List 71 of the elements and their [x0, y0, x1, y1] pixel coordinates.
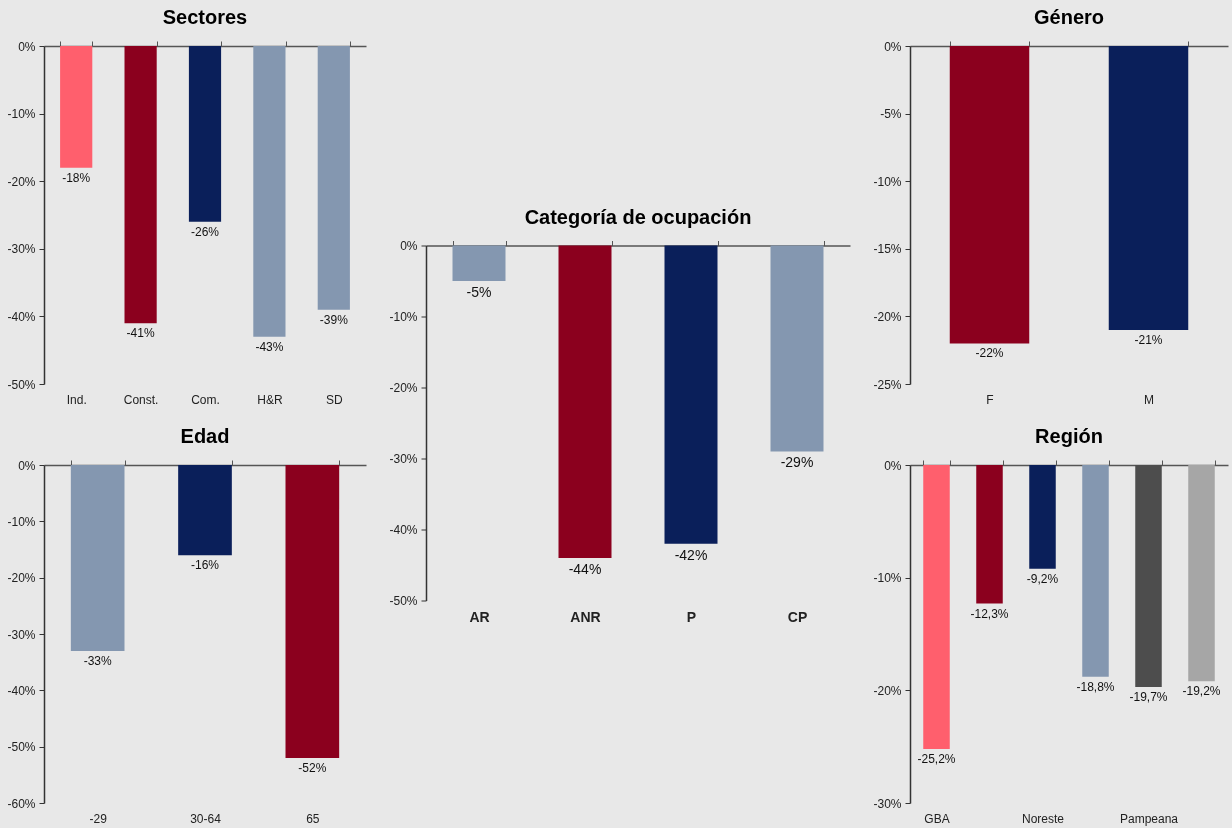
- chart-title: Categoría de ocupación: [524, 205, 752, 228]
- data-label: -43%: [255, 339, 284, 354]
- data-label: -21%: [1134, 332, 1163, 347]
- y-tick-label: -30%: [7, 627, 36, 642]
- y-tick-label: -20%: [7, 571, 36, 586]
- x-tick-label: Const.: [123, 392, 159, 407]
- y-tick-label: -30%: [7, 242, 36, 257]
- data-label: -12,3%: [970, 606, 1009, 621]
- y-tick-label: 0%: [18, 39, 36, 54]
- data-label: -19,7%: [1129, 689, 1168, 704]
- data-label: -41%: [126, 326, 155, 341]
- x-tick-label: -29: [89, 811, 108, 826]
- x-tick-label: F: [986, 392, 994, 407]
- data-label: -19,2%: [1182, 684, 1221, 699]
- y-tick-label: -50%: [7, 740, 36, 755]
- data-label: -5%: [466, 284, 492, 300]
- y-tick-label: -20%: [7, 174, 36, 189]
- y-tick-label: -40%: [7, 683, 36, 698]
- y-tick-label: 0%: [884, 458, 902, 473]
- y-tick-label: -10%: [7, 514, 36, 529]
- y-tick-label: -20%: [873, 683, 902, 698]
- chart-title: Género: [1033, 6, 1105, 28]
- y-tick-label: -10%: [873, 174, 902, 189]
- data-label: -9,2%: [1026, 571, 1059, 586]
- x-tick-label: Pampeana: [1119, 811, 1179, 826]
- x-tick-label: H&R: [257, 392, 283, 407]
- y-tick-label: -10%: [873, 571, 902, 586]
- y-tick-label: -15%: [873, 242, 902, 257]
- data-label: -44%: [568, 560, 602, 577]
- y-tick-label: -25%: [873, 377, 902, 392]
- y-tick-label: -60%: [7, 796, 36, 811]
- y-tick-label: 0%: [884, 39, 902, 54]
- chart-title: Sectores: [162, 6, 248, 28]
- x-tick-label: P: [686, 609, 697, 625]
- x-tick-label: CP: [787, 609, 808, 625]
- data-label: -25,2%: [917, 751, 956, 766]
- y-tick-label: 0%: [18, 458, 36, 473]
- data-label: -39%: [319, 312, 349, 327]
- x-tick-label: Noreste: [1021, 811, 1065, 826]
- data-label: -52%: [298, 760, 327, 775]
- y-tick-label: -30%: [873, 796, 902, 811]
- data-label: -29%: [780, 454, 814, 471]
- y-tick-label: -40%: [7, 309, 36, 324]
- x-tick-label: M: [1144, 392, 1154, 407]
- x-tick-label: GBA: [924, 811, 950, 826]
- y-tick-label: -20%: [389, 381, 418, 395]
- data-label: -33%: [83, 653, 112, 668]
- x-tick-label: Ind.: [66, 392, 87, 407]
- data-label: -22%: [975, 346, 1004, 361]
- y-tick-label: -30%: [389, 452, 418, 466]
- y-tick-label: -10%: [7, 107, 36, 122]
- x-tick-label: SD: [325, 392, 343, 407]
- data-label: -42%: [674, 546, 708, 563]
- chart-title: Edad: [180, 425, 230, 447]
- data-label: -16%: [190, 558, 220, 573]
- x-tick-label: ANR: [570, 609, 601, 625]
- chart-title: Región: [1035, 425, 1103, 447]
- x-tick-label: 30-64: [190, 811, 222, 826]
- x-tick-label: Com.: [191, 392, 220, 407]
- y-tick-label: -40%: [389, 523, 418, 537]
- y-tick-label: -50%: [389, 594, 418, 608]
- y-tick-label: -20%: [873, 309, 902, 324]
- y-tick-label: -50%: [7, 377, 36, 392]
- data-label: -26%: [190, 224, 220, 239]
- data-label: -18,8%: [1076, 679, 1115, 694]
- data-label: -18%: [62, 170, 91, 185]
- y-tick-label: -10%: [389, 310, 418, 324]
- x-tick-label: 65: [306, 811, 320, 826]
- x-tick-label: AR: [469, 609, 490, 625]
- y-tick-label: -5%: [880, 107, 902, 122]
- y-tick-label: 0%: [400, 239, 418, 253]
